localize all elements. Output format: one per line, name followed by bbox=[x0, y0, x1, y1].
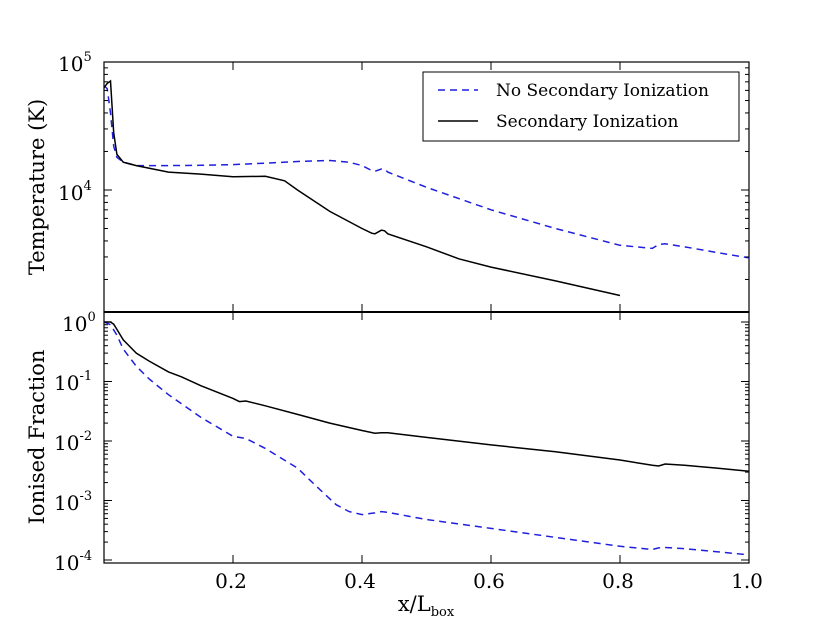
legend-label-no-secondary: No Secondary Ionization bbox=[496, 81, 709, 101]
tick-marks bbox=[104, 61, 750, 563]
bottom-ytick-label-1e-2: 10-2 bbox=[54, 429, 92, 455]
legend: No Secondary Ionization Secondary Ioniza… bbox=[422, 71, 740, 142]
bottom-ytick-label-1e-1: 10-1 bbox=[54, 369, 92, 395]
bottom-series-no-secondary bbox=[104, 321, 749, 556]
xtick-label-0.6: 0.6 bbox=[473, 569, 505, 593]
xtick-label-0.8: 0.8 bbox=[602, 569, 634, 593]
bottom-ytick-label-1e0: 100 bbox=[62, 310, 96, 336]
bottom-ytick-label-1e-3: 10-3 bbox=[54, 489, 92, 515]
legend-label-secondary: Secondary Ionization bbox=[496, 112, 678, 132]
top-series-no-secondary bbox=[104, 85, 749, 259]
bottom-ytick-label-1e-4: 10-4 bbox=[54, 549, 92, 575]
xtick-label-1.0: 1.0 bbox=[731, 569, 763, 593]
top-y-axis-title: Temperature (K) bbox=[25, 99, 49, 275]
xtick-label-0.2: 0.2 bbox=[215, 569, 247, 593]
bottom-series-secondary bbox=[104, 321, 749, 473]
top-series-secondary bbox=[104, 79, 621, 297]
bottom-series-group bbox=[104, 321, 749, 556]
top-series-group bbox=[104, 79, 749, 297]
bottom-y-axis-title: Ionised Fraction bbox=[25, 350, 49, 525]
x-axis-title: x/Lbox bbox=[398, 592, 455, 620]
legend-box bbox=[422, 71, 740, 142]
top-ytick-label-1e4: 104 bbox=[58, 179, 92, 205]
xtick-label-0.4: 0.4 bbox=[344, 569, 376, 593]
top-ytick-label-1e5: 105 bbox=[58, 50, 92, 76]
